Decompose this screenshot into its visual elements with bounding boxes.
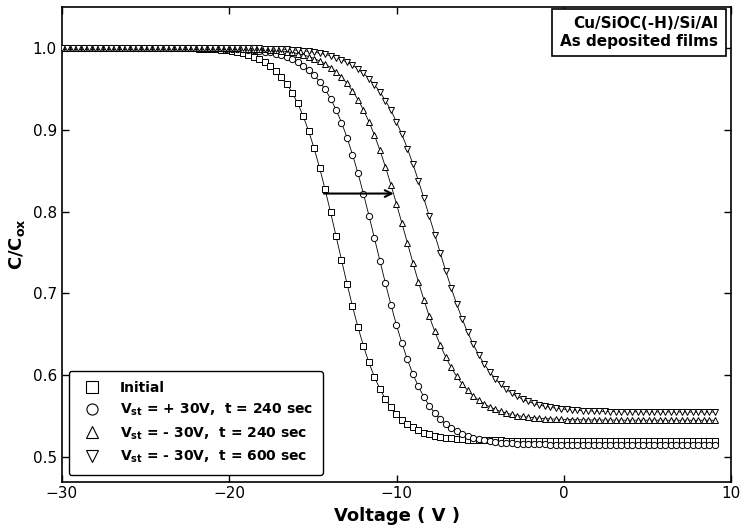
V$_\mathregular{st}$ = + 30V,  t = 240 sec — [57, 45, 66, 51]
Line: V$_\mathregular{st}$ = - 30V,  t = 240 sec: V$_\mathregular{st}$ = - 30V, t = 240 se… — [58, 45, 718, 423]
Text: Cu/SiOC(-H)/Si/Al
As deposited films: Cu/SiOC(-H)/Si/Al As deposited films — [560, 16, 718, 49]
Initial — [507, 437, 516, 444]
Initial — [573, 437, 582, 444]
V$_\mathregular{st}$ = + 30V,  t = 240 sec — [573, 442, 582, 448]
V$_\mathregular{st}$ = - 30V,  t = 600 sec — [710, 409, 719, 415]
Y-axis label: C/C$_\mathregular{ox}$: C/C$_\mathregular{ox}$ — [7, 219, 27, 270]
X-axis label: Voltage ( V ): Voltage ( V ) — [334, 507, 459, 525]
V$_\mathregular{st}$ = - 30V,  t = 240 sec — [573, 417, 582, 423]
V$_\mathregular{st}$ = + 30V,  t = 240 sec — [194, 45, 203, 51]
V$_\mathregular{st}$ = + 30V,  t = 240 sec — [507, 440, 516, 446]
V$_\mathregular{st}$ = - 30V,  t = 240 sec — [420, 296, 429, 303]
V$_\mathregular{st}$ = - 30V,  t = 240 sec — [194, 45, 203, 51]
V$_\mathregular{st}$ = - 30V,  t = 240 sec — [57, 45, 66, 51]
V$_\mathregular{st}$ = - 30V,  t = 240 sec — [688, 417, 697, 423]
V$_\mathregular{st}$ = - 30V,  t = 600 sec — [233, 45, 242, 51]
Line: V$_\mathregular{st}$ = + 30V,  t = 240 sec: V$_\mathregular{st}$ = + 30V, t = 240 se… — [58, 45, 718, 448]
V$_\mathregular{st}$ = + 30V,  t = 240 sec — [710, 442, 719, 448]
V$_\mathregular{st}$ = - 30V,  t = 240 sec — [233, 45, 242, 52]
Initial — [420, 429, 429, 436]
Initial — [688, 437, 697, 444]
Initial — [57, 45, 66, 51]
V$_\mathregular{st}$ = - 30V,  t = 600 sec — [507, 390, 516, 396]
Line: V$_\mathregular{st}$ = - 30V,  t = 600 sec: V$_\mathregular{st}$ = - 30V, t = 600 se… — [58, 45, 718, 415]
V$_\mathregular{st}$ = - 30V,  t = 600 sec — [573, 407, 582, 413]
Initial — [194, 45, 203, 52]
Initial — [233, 49, 242, 55]
V$_\mathregular{st}$ = - 30V,  t = 600 sec — [688, 409, 697, 415]
Legend: Initial, V$_\mathregular{st}$ = + 30V,  t = 240 sec, V$_\mathregular{st}$ = - 30: Initial, V$_\mathregular{st}$ = + 30V, t… — [69, 371, 323, 475]
V$_\mathregular{st}$ = - 30V,  t = 600 sec — [420, 195, 429, 201]
V$_\mathregular{st}$ = - 30V,  t = 240 sec — [710, 417, 719, 423]
V$_\mathregular{st}$ = + 30V,  t = 240 sec — [420, 394, 429, 400]
V$_\mathregular{st}$ = + 30V,  t = 240 sec — [688, 442, 697, 448]
V$_\mathregular{st}$ = - 30V,  t = 600 sec — [194, 45, 203, 51]
V$_\mathregular{st}$ = - 30V,  t = 600 sec — [57, 45, 66, 51]
Line: Initial: Initial — [58, 45, 718, 444]
V$_\mathregular{st}$ = - 30V,  t = 240 sec — [507, 411, 516, 418]
V$_\mathregular{st}$ = + 30V,  t = 240 sec — [233, 46, 242, 52]
Initial — [710, 437, 719, 444]
